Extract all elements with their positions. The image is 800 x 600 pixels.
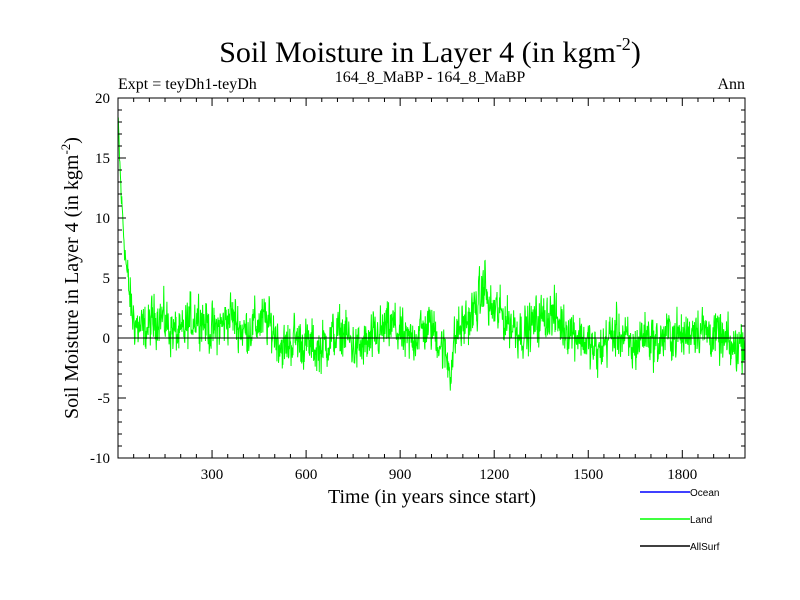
series-layer [117, 117, 746, 391]
subtitle-right: Ann [717, 76, 745, 93]
subtitle-center: 164_8_MaBP - 164_8_MaBP [335, 69, 526, 86]
y-tick-label: -10 [90, 451, 110, 467]
x-axis-label: Time (in years since start) [328, 486, 536, 508]
legend-allsurf-label: AllSurf [690, 542, 720, 553]
y-tick-label: 20 [95, 91, 110, 107]
y-tick-label: 0 [103, 331, 111, 347]
x-tick-label: 1500 [573, 467, 603, 483]
chart-title: Soil Moisture in Layer 4 (in kgm-2) [219, 34, 641, 69]
x-tick-label: 1200 [479, 467, 509, 483]
x-tick-label: 300 [201, 467, 224, 483]
y-axis-label: Soil Moisture in Layer 4 (in kgm-2) [58, 137, 83, 419]
legend-ocean-label: Ocean [690, 488, 719, 499]
y-tick-label: 5 [103, 271, 111, 287]
axis-ticks: 300 600 900 1200 1500 1800 -10 -5 0 5 10 15 20 [90, 91, 745, 483]
legend: Ocean Land AllSurf [640, 488, 720, 553]
x-tick-label: 1800 [667, 467, 697, 483]
y-tick-label: 10 [95, 211, 110, 227]
y-tick-label: 15 [95, 151, 110, 167]
legend-land-label: Land [690, 515, 712, 526]
y-tick-label: -5 [98, 391, 111, 407]
plot-frame [117, 97, 746, 459]
x-tick-label: 600 [295, 467, 318, 483]
subtitle-left: Expt = teyDh1-teyDh [118, 76, 257, 93]
land-series-line [117, 117, 746, 391]
x-tick-label: 900 [389, 467, 412, 483]
